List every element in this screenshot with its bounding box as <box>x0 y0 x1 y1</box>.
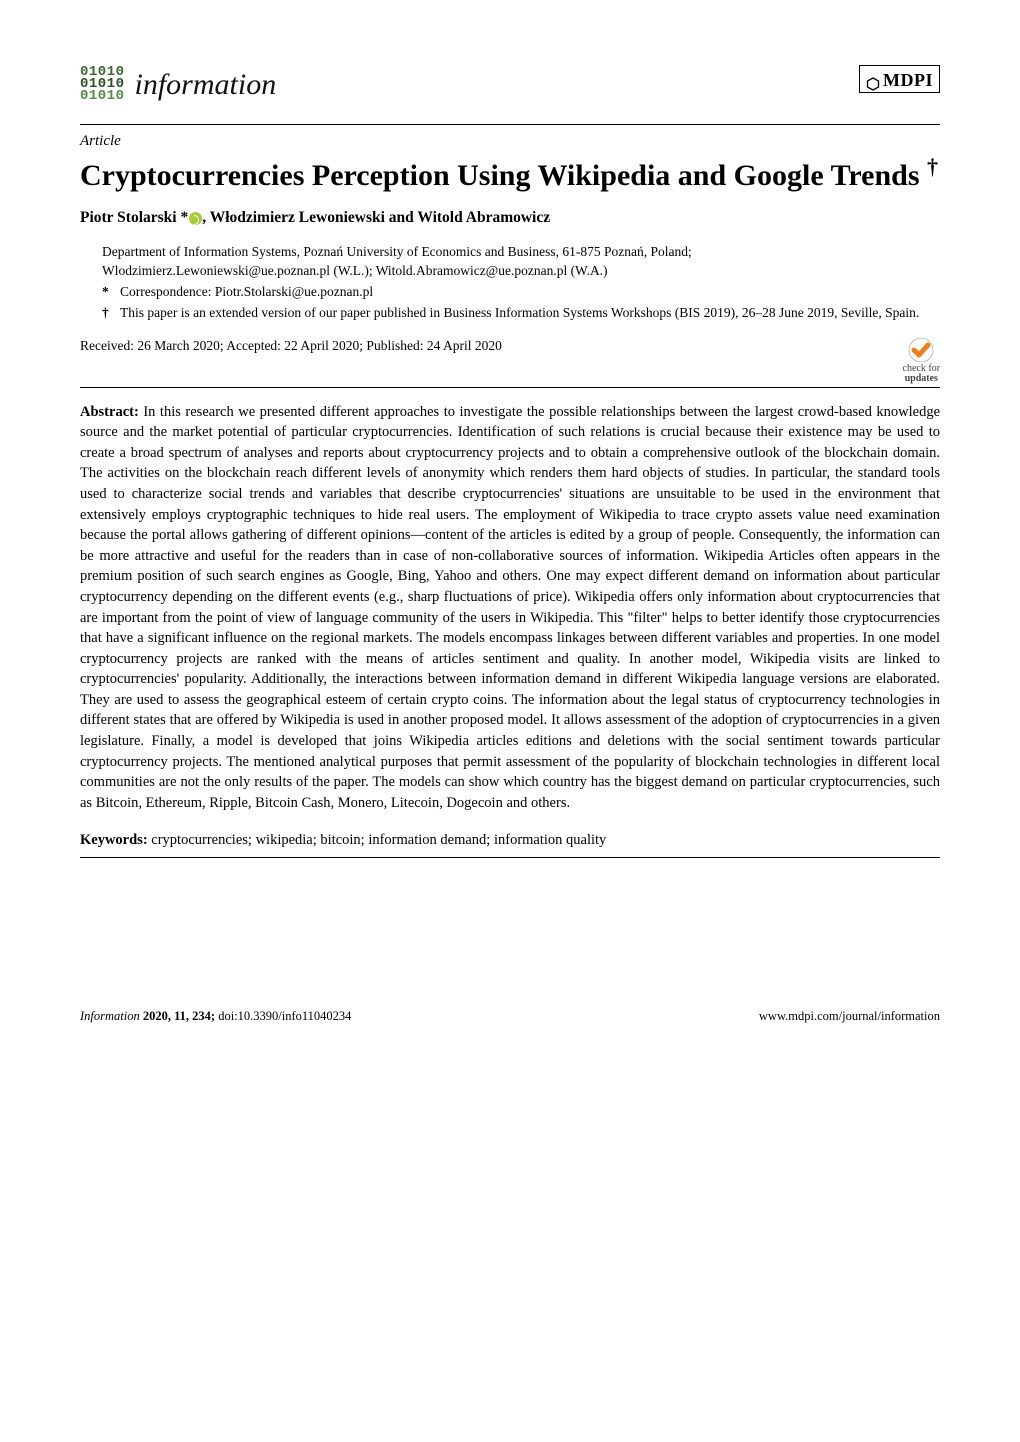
logo-row-3: 01010 <box>80 91 125 103</box>
footer-url[interactable]: www.mdpi.com/journal/information <box>759 1008 940 1025</box>
mdpi-hex-icon <box>866 73 880 87</box>
keywords-text: cryptocurrencies; wikipedia; bitcoin; in… <box>151 832 606 848</box>
note-text: This paper is an extended version of our… <box>120 304 919 323</box>
journal-logo-block: 01010 01010 01010 information <box>80 65 276 106</box>
journal-name: information <box>135 65 277 106</box>
article-type: Article <box>80 131 940 151</box>
footer-left: Information 2020, 11, 234; doi:10.3390/i… <box>80 1008 351 1025</box>
correspondence-item: * Correspondence: Piotr.Stolarski@ue.poz… <box>102 283 940 302</box>
keywords-label: Keywords: <box>80 832 148 848</box>
abstract-top-rule <box>80 387 940 388</box>
footer-doi: doi:10.3390/info11040234 <box>218 1009 351 1023</box>
authors-rest: , Włodzimierz Lewoniewski and Witold Abr… <box>202 209 550 226</box>
affiliation-emails: Wlodzimierz.Lewoniewski@ue.poznan.pl (W.… <box>102 262 940 281</box>
footer-yearvol: 2020, 11, 234; <box>143 1009 218 1023</box>
dates-row: Received: 26 March 2020; Accepted: 22 Ap… <box>80 337 940 385</box>
keywords-block: Keywords: cryptocurrencies; wikipedia; b… <box>80 831 940 851</box>
header-rule <box>80 124 940 125</box>
page-footer: Information 2020, 11, 234; doi:10.3390/i… <box>80 1008 940 1025</box>
article-title: Cryptocurrencies Perception Using Wikipe… <box>80 153 940 195</box>
mdpi-text: MDPI <box>883 68 933 92</box>
crossmark-icon <box>908 337 934 363</box>
footer-journal: Information <box>80 1009 143 1023</box>
note-item: † This paper is an extended version of o… <box>102 304 940 323</box>
correspondence-mark: * <box>102 283 114 302</box>
page-header: 01010 01010 01010 information MDPI <box>80 65 940 106</box>
correspondence-text: Correspondence: Piotr.Stolarski@ue.pozna… <box>120 283 373 302</box>
author-primary: Piotr Stolarski * <box>80 209 188 226</box>
affiliation-dept: Department of Information Systems, Pozna… <box>102 243 940 262</box>
footer-year-vol-text: 2020, 11, 234; <box>143 1009 218 1023</box>
check-for-updates-badge[interactable]: check for updates <box>903 337 940 385</box>
check-updates-bottom: updates <box>905 374 938 385</box>
affiliation-block: Department of Information Systems, Pozna… <box>102 243 940 323</box>
publication-dates: Received: 26 March 2020; Accepted: 22 Ap… <box>80 337 502 355</box>
keywords-bottom-rule <box>80 857 940 858</box>
authors-line: Piotr Stolarski * , Włodzimierz Lewoniews… <box>80 208 940 229</box>
abstract-block: Abstract: In this research we presented … <box>80 402 940 814</box>
orcid-icon[interactable] <box>189 212 202 225</box>
mdpi-logo: MDPI <box>859 65 940 93</box>
title-dagger: † <box>927 154 938 179</box>
title-text: Cryptocurrencies Perception Using Wikipe… <box>80 159 920 192</box>
binary-logo-icon: 01010 01010 01010 <box>80 67 125 103</box>
abstract-text: In this research we presented different … <box>80 404 940 811</box>
note-mark: † <box>102 304 114 323</box>
abstract-label: Abstract: <box>80 404 139 420</box>
